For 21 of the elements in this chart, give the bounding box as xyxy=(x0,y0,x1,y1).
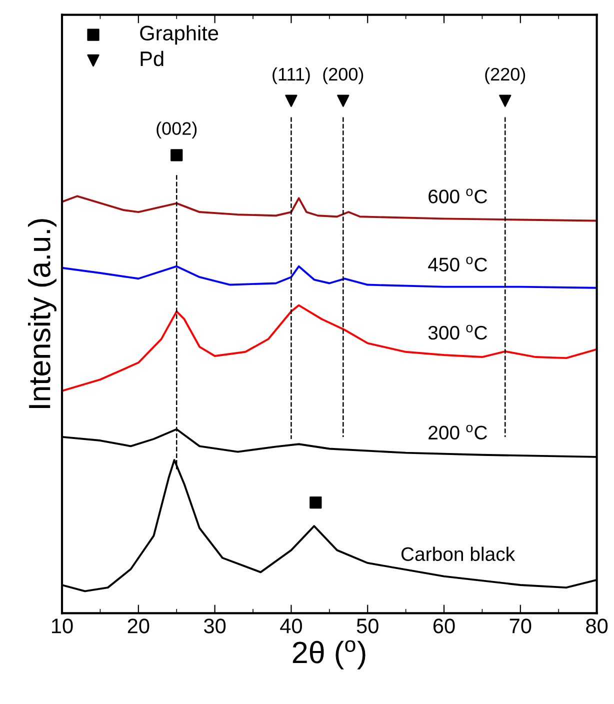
series-label: 300 $^{o}$C xyxy=(428,324,488,340)
legend-label: Pd xyxy=(140,50,164,66)
y-axis-title: Intensity (a.u.) xyxy=(28,219,56,408)
series-label: 200 $^{o}$C xyxy=(428,424,488,440)
annotation: (220) xyxy=(485,67,526,84)
annotation: (200) xyxy=(323,67,364,84)
x-tick-label: 50 xyxy=(356,618,378,634)
x-tick-label: 80 xyxy=(586,618,608,634)
legend-label: Graphite xyxy=(140,25,218,45)
x-tick-label: 30 xyxy=(204,618,226,634)
series-label: Carbon black xyxy=(401,546,516,562)
series-label: 450 $^{o}$C xyxy=(428,256,488,272)
x-tick-label: 20 xyxy=(128,618,150,634)
x-tick-label: 40 xyxy=(280,618,302,634)
x-axis-title: 2θ ($^{o}$) xyxy=(292,640,366,670)
x-tick-label: 60 xyxy=(433,618,455,634)
annotation: (002) xyxy=(156,122,197,138)
series-label: 600 $^{o}$C xyxy=(428,188,488,204)
x-tick-label: 70 xyxy=(510,618,532,634)
annotation: (111) xyxy=(272,67,310,84)
x-tick-label: 10 xyxy=(52,618,73,634)
